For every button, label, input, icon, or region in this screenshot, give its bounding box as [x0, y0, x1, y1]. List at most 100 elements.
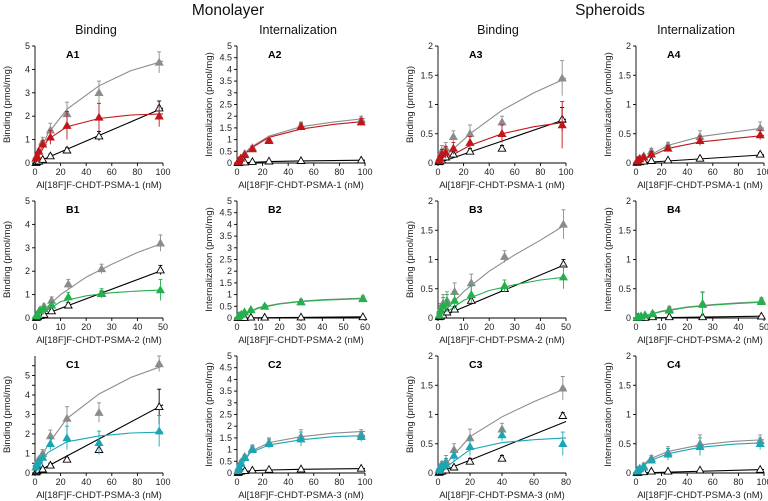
y-axis-label: Binding (pmol/mg): [405, 376, 416, 453]
marker-nonspecific: [264, 464, 274, 473]
fit-line-specific: [236, 435, 366, 474]
y-tick-label: 3: [25, 410, 30, 420]
y-tick-label: 1.5: [420, 225, 433, 235]
y-tick-label: 1: [626, 410, 631, 420]
marker-specific: [358, 294, 368, 303]
marker-nonspecific: [465, 146, 475, 155]
marker-specific: [755, 130, 765, 139]
marker-nonspecific: [356, 463, 366, 472]
marker-total: [465, 128, 475, 138]
x-tick-label: 10: [459, 322, 469, 332]
y-tick-label: 2: [25, 111, 30, 121]
y-axis-label: Internalization (pmol/mg): [603, 207, 614, 312]
y-axis-label: Internalization (pmol/mg): [204, 207, 215, 312]
x-tick-label: 0: [234, 477, 239, 487]
marker-nonspecific: [449, 462, 459, 471]
panel-label-B2: B2: [268, 204, 282, 216]
x-tick-label: 20: [682, 322, 692, 332]
marker-specific: [240, 453, 250, 462]
y-tick-label: 2.5: [219, 100, 232, 110]
marker-specific: [246, 305, 256, 314]
x-tick-label: 0: [633, 322, 638, 332]
marker-specific: [441, 147, 451, 156]
x-tick-label: 100: [155, 167, 170, 177]
marker-specific: [62, 433, 72, 442]
y-tick-label: 0.5: [420, 439, 433, 449]
marker-specific: [62, 120, 72, 129]
y-tick-label: 2: [626, 196, 631, 206]
y-tick-label: 1: [25, 449, 30, 459]
y-tick-label: 3: [25, 243, 30, 253]
marker-total: [466, 278, 476, 287]
marker-specific: [38, 139, 48, 148]
marker-specific: [155, 285, 165, 294]
panel-B2: 00.511.522.533.544.550 10 20 30 40 50 60Al[18F…: [204, 196, 370, 346]
marker-nonspecific: [264, 156, 274, 165]
y-tick-label: 2: [626, 351, 631, 361]
x-tick-label: 60: [708, 477, 718, 487]
marker-specific: [639, 462, 649, 471]
y-tick-label: 2: [428, 351, 433, 361]
x-axis-label: Al[18F]F-CHDT-PSMA-1 (nM): [637, 180, 763, 191]
fit-line-specific: [635, 442, 765, 474]
group-title-monolayer: Monolayer: [192, 2, 264, 19]
x-tick-label: 30: [708, 322, 718, 332]
marker-nonspecific: [63, 300, 73, 309]
y-tick-label: 1.5: [219, 123, 232, 133]
marker-total: [94, 88, 104, 97]
y-tick-label: 3.5: [219, 231, 232, 241]
marker-specific: [240, 150, 250, 159]
x-axis-label: Al[18F]F-CHDT-PSMA-3 (nM): [36, 490, 162, 501]
y-axis-label: Binding (pmol/mg): [405, 66, 416, 143]
x-tick-label: 20: [258, 477, 268, 487]
marker-specific: [646, 149, 656, 158]
marker-nonspecific: [646, 466, 656, 475]
panel-C1: 0 1 2 3 4 5 0 20 40 60 80 100 Al[18F]F-CHDT-PSMA-3 (…: [2, 355, 171, 501]
panel-label-A1: A1: [66, 49, 80, 61]
panel-A4: 00.511.52020406080100Al[18F]F-CHDT-PSMA-…: [603, 41, 768, 191]
marker-specific: [39, 303, 49, 312]
marker-nonspecific: [240, 465, 250, 474]
x-tick-label: 100: [357, 167, 372, 177]
marker-nonspecific: [695, 465, 705, 474]
marker-specific: [646, 455, 656, 464]
y-axis-label: Internalization (pmol/mg): [204, 362, 215, 467]
marker-nonspecific: [247, 156, 257, 165]
marker-specific: [755, 438, 765, 448]
marker-nonspecific: [755, 464, 765, 473]
y-tick-label: 0.5: [219, 301, 232, 311]
fit-line-total: [437, 77, 567, 164]
y-tick-label: 0: [25, 158, 30, 168]
marker-specific: [497, 128, 507, 138]
panel-label-A2: A2: [268, 49, 282, 61]
marker-total: [62, 413, 72, 422]
x-tick-label: 10: [657, 322, 667, 332]
marker-specific: [356, 431, 366, 441]
x-axis-label: Al[18F]F-CHDT-PSMA-1 (nM): [439, 180, 565, 191]
marker-specific: [663, 449, 673, 458]
y-tick-label: 1: [227, 135, 232, 145]
marker-nonspecific: [465, 456, 475, 465]
fit-line-nonspecific: [437, 420, 567, 474]
x-tick-label: 80: [561, 477, 571, 487]
marker-total: [558, 383, 568, 392]
y-axis-label: Binding (pmol/mg): [2, 376, 13, 453]
marker-specific: [500, 281, 510, 290]
x-tick-label: 40: [535, 322, 545, 332]
y-tick-label: 0: [227, 313, 232, 323]
y-tick-label: 1.5: [618, 380, 631, 390]
fit-line-total: [236, 117, 366, 164]
y-tick-label: 1: [428, 100, 433, 110]
marker-total: [497, 117, 507, 126]
panel-label-B4: B4: [667, 204, 681, 216]
panel-A1: 0 1 2 3 4 5 0 20 40 60 80 100 Al[18F]F-CHDT-PSMA-1 (…: [2, 41, 171, 191]
marker-total: [97, 264, 107, 273]
y-tick-label: 0: [227, 158, 232, 168]
x-tick-label: 40: [733, 322, 743, 332]
x-axis-label: Al[18F]F-CHDT-PSMA-3 (nM): [637, 490, 763, 501]
marker-specific: [264, 136, 274, 145]
y-tick-label: 3: [227, 243, 232, 253]
x-tick-label: 0: [32, 322, 37, 332]
fit-line-total: [437, 223, 567, 319]
marker-specific: [557, 120, 567, 129]
